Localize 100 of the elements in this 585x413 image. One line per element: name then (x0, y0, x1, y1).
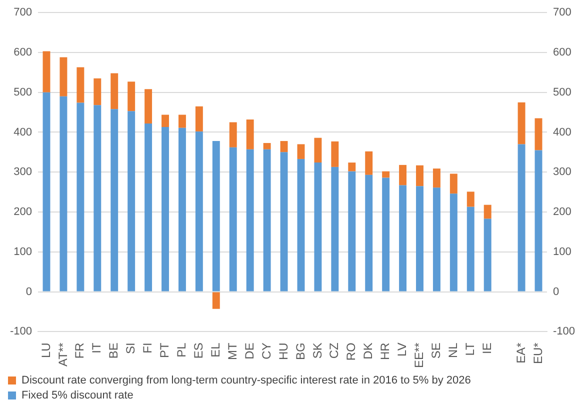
y-tick-label: 100 (14, 246, 32, 258)
bar (534, 118, 542, 150)
x-tick-label: PT (158, 342, 172, 358)
bar (450, 174, 458, 194)
x-tick-label: SE (429, 342, 444, 359)
bar (144, 123, 152, 292)
legend-label: Fixed 5% discount rate (22, 390, 134, 402)
y2-tick-label: 500 (552, 86, 572, 98)
bar (399, 164, 407, 186)
bar (314, 162, 322, 292)
x-tick-label: EL (208, 342, 222, 358)
x-tick-label: LU (38, 342, 53, 358)
y2-tick-label: 700 (552, 6, 572, 19)
x-tick-label: FR (72, 342, 87, 359)
bar (365, 174, 373, 292)
x-tick-label: LT (462, 342, 477, 356)
bar (331, 141, 339, 167)
bar (518, 144, 526, 292)
bar (450, 194, 458, 292)
bar (314, 138, 322, 163)
x-tick-label: HU (276, 342, 290, 360)
bar (42, 51, 50, 92)
y2-tick-label: 300 (552, 166, 572, 178)
y-tick-label: 300 (14, 166, 32, 178)
bar (60, 57, 68, 96)
bar (484, 204, 492, 219)
bar (76, 102, 84, 292)
bar (466, 206, 474, 292)
y-tick-label: 600 (14, 46, 32, 59)
x-tick-label: ES (192, 342, 206, 359)
bar (212, 141, 220, 292)
x-tick-label: BG (293, 342, 308, 360)
bar (212, 292, 220, 309)
bar (280, 152, 288, 292)
x-tick-label: SK (310, 342, 324, 359)
y-tick-label: 200 (14, 206, 32, 218)
bar (76, 67, 84, 103)
x-tick-label: MT (225, 342, 240, 360)
bar (229, 147, 237, 292)
y2-tick-label: 600 (552, 46, 572, 59)
bar (110, 73, 118, 110)
bar (110, 109, 118, 292)
y2-tick-label: -100 (552, 326, 576, 338)
bar (94, 78, 102, 106)
bar (297, 144, 305, 159)
x-tick-label: SI (124, 342, 138, 354)
bar (382, 178, 390, 292)
bar (534, 150, 542, 292)
bar (128, 82, 136, 112)
x-tick-label: AT** (56, 342, 70, 366)
x-tick-label: NL (446, 342, 460, 358)
bar (348, 171, 356, 292)
bar (195, 106, 203, 132)
bar (297, 158, 305, 292)
x-tick-label: DE (242, 342, 256, 360)
bar (42, 92, 50, 292)
x-tick-label: IT (90, 342, 104, 354)
x-tick-label: CZ (327, 342, 342, 359)
x-tick-label: IE (480, 342, 494, 354)
bar (60, 96, 68, 292)
y2-tick-label: 400 (552, 126, 572, 138)
x-tick-label: LV (395, 342, 410, 356)
y-tick-label: 0 (26, 286, 32, 298)
bar (195, 131, 203, 292)
bar (178, 114, 186, 128)
bar (416, 186, 424, 292)
y-tick-label: 700 (14, 6, 32, 19)
bar (162, 127, 169, 292)
y2-tick-label: 100 (552, 246, 572, 258)
bar (466, 192, 474, 207)
bar (432, 168, 440, 188)
bar (432, 188, 440, 292)
bar (365, 151, 373, 175)
x-tick-label: PL (174, 342, 189, 358)
x-tick-label: HR (378, 342, 392, 360)
bar (246, 119, 254, 150)
x-tick-label: EE** (412, 342, 426, 368)
bar (246, 149, 254, 292)
bar (94, 105, 102, 292)
bar (348, 162, 356, 172)
legend-label: Discount rate converging from long-term country-specific interest rate in 2016 to 5% by 2026 (22, 374, 471, 387)
bar (416, 165, 424, 186)
bar (518, 102, 526, 144)
x-tick-label: EU* (530, 342, 545, 364)
bar (399, 185, 407, 292)
y-tick-label: 400 (14, 126, 32, 138)
y2-tick-label: 0 (552, 286, 560, 298)
x-tick-label: BE (106, 342, 121, 359)
y2-tick-label: 200 (552, 206, 572, 218)
y-tick-label: -100 (10, 326, 32, 338)
bar (229, 122, 237, 148)
bar (162, 114, 169, 128)
x-tick-label: RO (344, 342, 358, 361)
bar (484, 218, 492, 292)
bar (178, 128, 186, 292)
bar (280, 141, 288, 152)
bar (144, 89, 152, 124)
bar (263, 149, 271, 292)
bar (331, 166, 339, 292)
x-tick-label: EA* (514, 342, 528, 364)
